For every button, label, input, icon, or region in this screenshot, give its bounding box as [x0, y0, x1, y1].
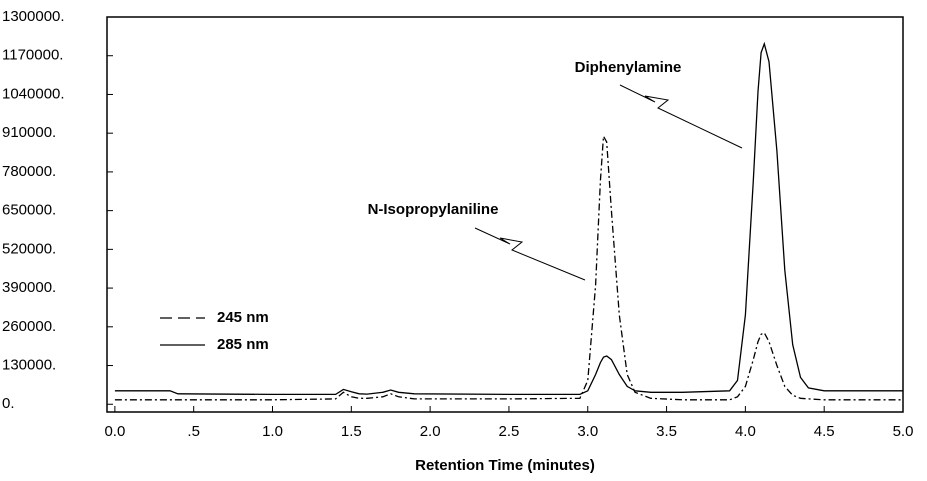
- x-tick-label: 1.5: [341, 423, 362, 440]
- y-tick-label: 780000.: [2, 163, 56, 180]
- y-tick-label: 130000.: [2, 356, 56, 373]
- series-line: [114, 41, 903, 396]
- legend-label: 285 nm: [217, 336, 269, 353]
- x-tick-label: 2.5: [499, 423, 520, 440]
- x-tick-label: 4.0: [735, 423, 756, 440]
- y-tick-label: 260000.: [2, 318, 56, 335]
- annotation-arrow: [474, 227, 586, 281]
- x-tick-label: 3.5: [656, 423, 677, 440]
- y-tick-label: 910000.: [2, 124, 56, 141]
- x-axis-label: Retention Time (minutes): [415, 457, 595, 474]
- peak-annotation: Diphenylamine: [575, 59, 682, 76]
- y-tick-label: 1170000.: [2, 47, 63, 64]
- legend-label: 245 nm: [217, 309, 269, 326]
- y-tick-label: 390000.: [2, 279, 56, 296]
- series-line: [114, 133, 903, 401]
- x-tick-label: 4.5: [814, 423, 835, 440]
- x-tick-label: 2.0: [420, 423, 441, 440]
- x-tick-label: 1.0: [262, 423, 283, 440]
- y-tick-label: 1300000.: [2, 8, 65, 25]
- y-tick-label: 520000.: [2, 240, 56, 257]
- y-tick-label: 650000.: [2, 202, 56, 219]
- y-tick-label: 0.: [2, 395, 15, 412]
- x-tick-label: 0.0: [104, 423, 125, 440]
- x-tick-label: .5: [187, 423, 200, 440]
- peak-annotation: N-Isopropylaniline: [368, 201, 499, 218]
- x-tick-label: 5.0: [893, 423, 914, 440]
- annotation-arrow: [619, 84, 743, 149]
- x-tick-label: 3.0: [577, 423, 598, 440]
- y-tick-label: 1040000.: [2, 85, 65, 102]
- plot-frame: [106, 16, 904, 413]
